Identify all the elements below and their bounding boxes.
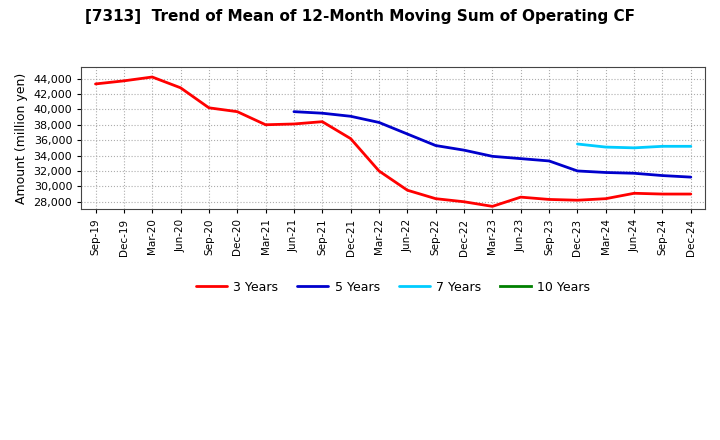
Legend: 3 Years, 5 Years, 7 Years, 10 Years: 3 Years, 5 Years, 7 Years, 10 Years [191,275,595,298]
Y-axis label: Amount (million yen): Amount (million yen) [15,73,28,204]
Text: [7313]  Trend of Mean of 12-Month Moving Sum of Operating CF: [7313] Trend of Mean of 12-Month Moving … [85,9,635,24]
